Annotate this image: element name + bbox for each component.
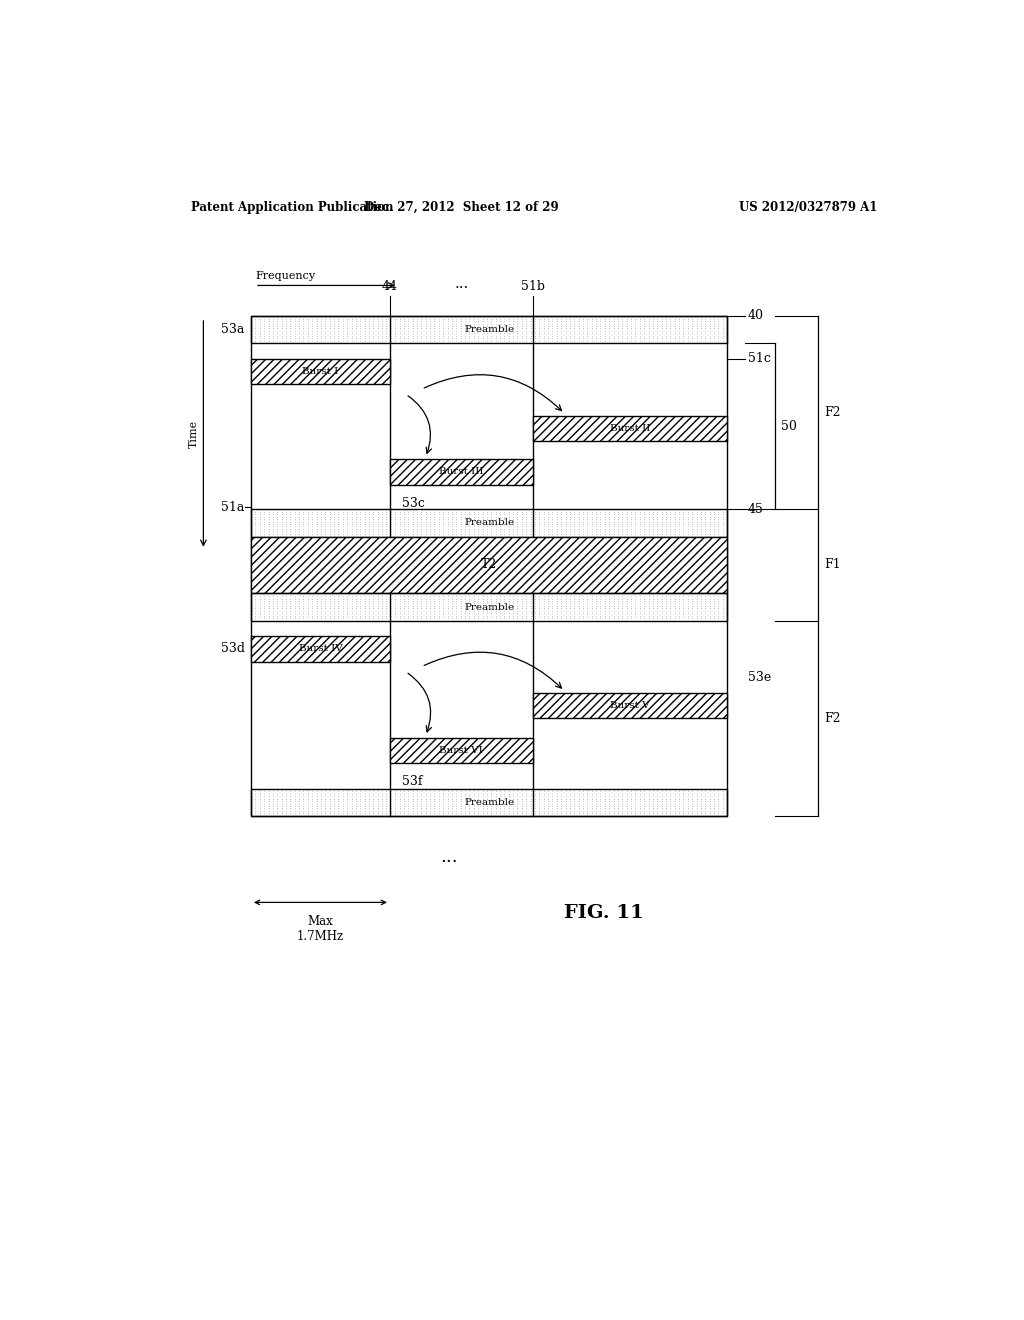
Bar — [251, 510, 727, 536]
Text: 53d: 53d — [220, 643, 245, 655]
Bar — [532, 416, 727, 441]
Text: Burst II: Burst II — [609, 424, 650, 433]
Text: 44: 44 — [382, 280, 398, 293]
Text: 51b: 51b — [521, 280, 545, 293]
Text: 40: 40 — [748, 309, 764, 322]
Text: F1: F1 — [824, 558, 842, 572]
Text: 53e: 53e — [748, 672, 771, 684]
Text: F2: F2 — [824, 407, 842, 418]
Text: Time: Time — [188, 420, 199, 447]
Bar — [251, 636, 390, 661]
Text: T2: T2 — [481, 558, 498, 572]
Text: F2: F2 — [824, 711, 842, 725]
Text: Dec. 27, 2012  Sheet 12 of 29: Dec. 27, 2012 Sheet 12 of 29 — [364, 201, 559, 214]
Bar — [532, 693, 727, 718]
Text: Burst I: Burst I — [302, 367, 339, 376]
Bar — [251, 788, 727, 816]
Text: Burst V: Burst V — [610, 701, 650, 710]
Text: Preamble: Preamble — [464, 519, 514, 527]
Text: US 2012/0327879 A1: US 2012/0327879 A1 — [739, 201, 878, 214]
Text: 51a: 51a — [221, 500, 245, 513]
Text: 53c: 53c — [401, 496, 425, 510]
Text: 50: 50 — [781, 420, 797, 433]
Text: Burst IV: Burst IV — [299, 644, 342, 653]
Bar — [390, 738, 532, 763]
Text: FIG. 11: FIG. 11 — [564, 904, 644, 921]
Text: ...: ... — [440, 847, 458, 866]
Text: 53a: 53a — [221, 323, 245, 337]
Text: ...: ... — [455, 276, 468, 290]
Text: 51c: 51c — [748, 352, 771, 366]
Text: 53b: 53b — [581, 429, 604, 441]
Text: Preamble: Preamble — [464, 325, 514, 334]
Bar — [251, 359, 390, 384]
Text: Patent Application Publication: Patent Application Publication — [191, 201, 394, 214]
Text: 1.7MHz: 1.7MHz — [297, 929, 344, 942]
Bar — [390, 459, 532, 484]
Text: Frequency: Frequency — [255, 272, 315, 281]
Bar — [251, 315, 727, 343]
Text: 53f: 53f — [401, 775, 422, 788]
Bar — [251, 594, 727, 620]
Text: Burst VI: Burst VI — [439, 746, 483, 755]
Text: Max: Max — [307, 915, 334, 928]
Text: 45: 45 — [748, 503, 764, 516]
Text: Preamble: Preamble — [464, 603, 514, 611]
Bar — [251, 315, 727, 816]
Bar — [251, 536, 727, 594]
Text: Preamble: Preamble — [464, 797, 514, 807]
Text: Burst III: Burst III — [439, 467, 483, 477]
